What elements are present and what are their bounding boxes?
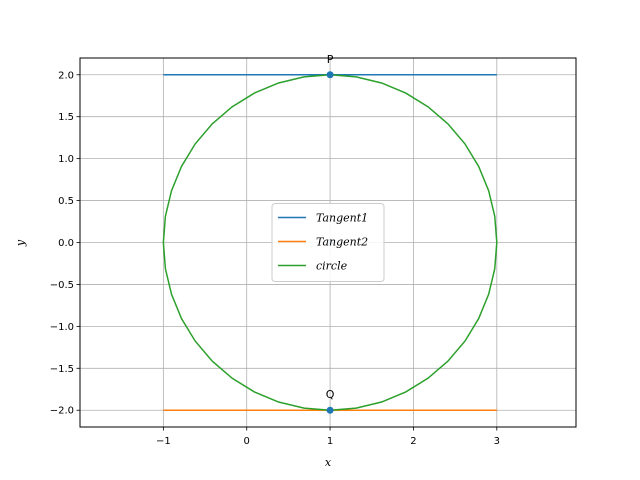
point-q <box>326 406 334 414</box>
y-tick-label: −1.5 <box>50 364 74 375</box>
ticks: −1 0 1 2 3 −2.0 −1.5 −1.0 −0.5 0.0 0.5 1.0 1.5 2.0 <box>50 70 500 447</box>
point-label-q: Q <box>326 388 335 401</box>
legend-label-tangent1: Tangent1 <box>316 212 368 225</box>
point-p <box>326 71 334 79</box>
y-tick-label: 0.5 <box>58 196 74 207</box>
y-tick-label: 2.0 <box>58 70 74 81</box>
y-axis-label: y <box>14 239 27 247</box>
x-tick-label: 1 <box>327 436 333 447</box>
x-tick-label: 3 <box>494 436 500 447</box>
y-tick-label: 1.5 <box>58 112 74 123</box>
y-tick-label: −0.5 <box>50 280 74 291</box>
x-tick-label: −1 <box>156 436 171 447</box>
legend: Tangent1 Tangent2 circle <box>271 203 385 282</box>
x-tick-label: 0 <box>244 436 250 447</box>
y-tick-label: 0.0 <box>58 238 74 249</box>
x-axis-label: x <box>325 456 332 469</box>
legend-box <box>271 203 385 282</box>
y-tick-label: −2.0 <box>50 406 74 417</box>
y-tick-label: 1.0 <box>58 154 74 165</box>
legend-label-circle: circle <box>316 260 348 273</box>
x-tick-label: 2 <box>410 436 416 447</box>
point-label-p: P <box>327 53 334 66</box>
series-line-circle <box>162 74 498 411</box>
legend-label-tangent2: Tangent2 <box>316 236 368 249</box>
y-tick-label: −1.0 <box>50 322 74 333</box>
